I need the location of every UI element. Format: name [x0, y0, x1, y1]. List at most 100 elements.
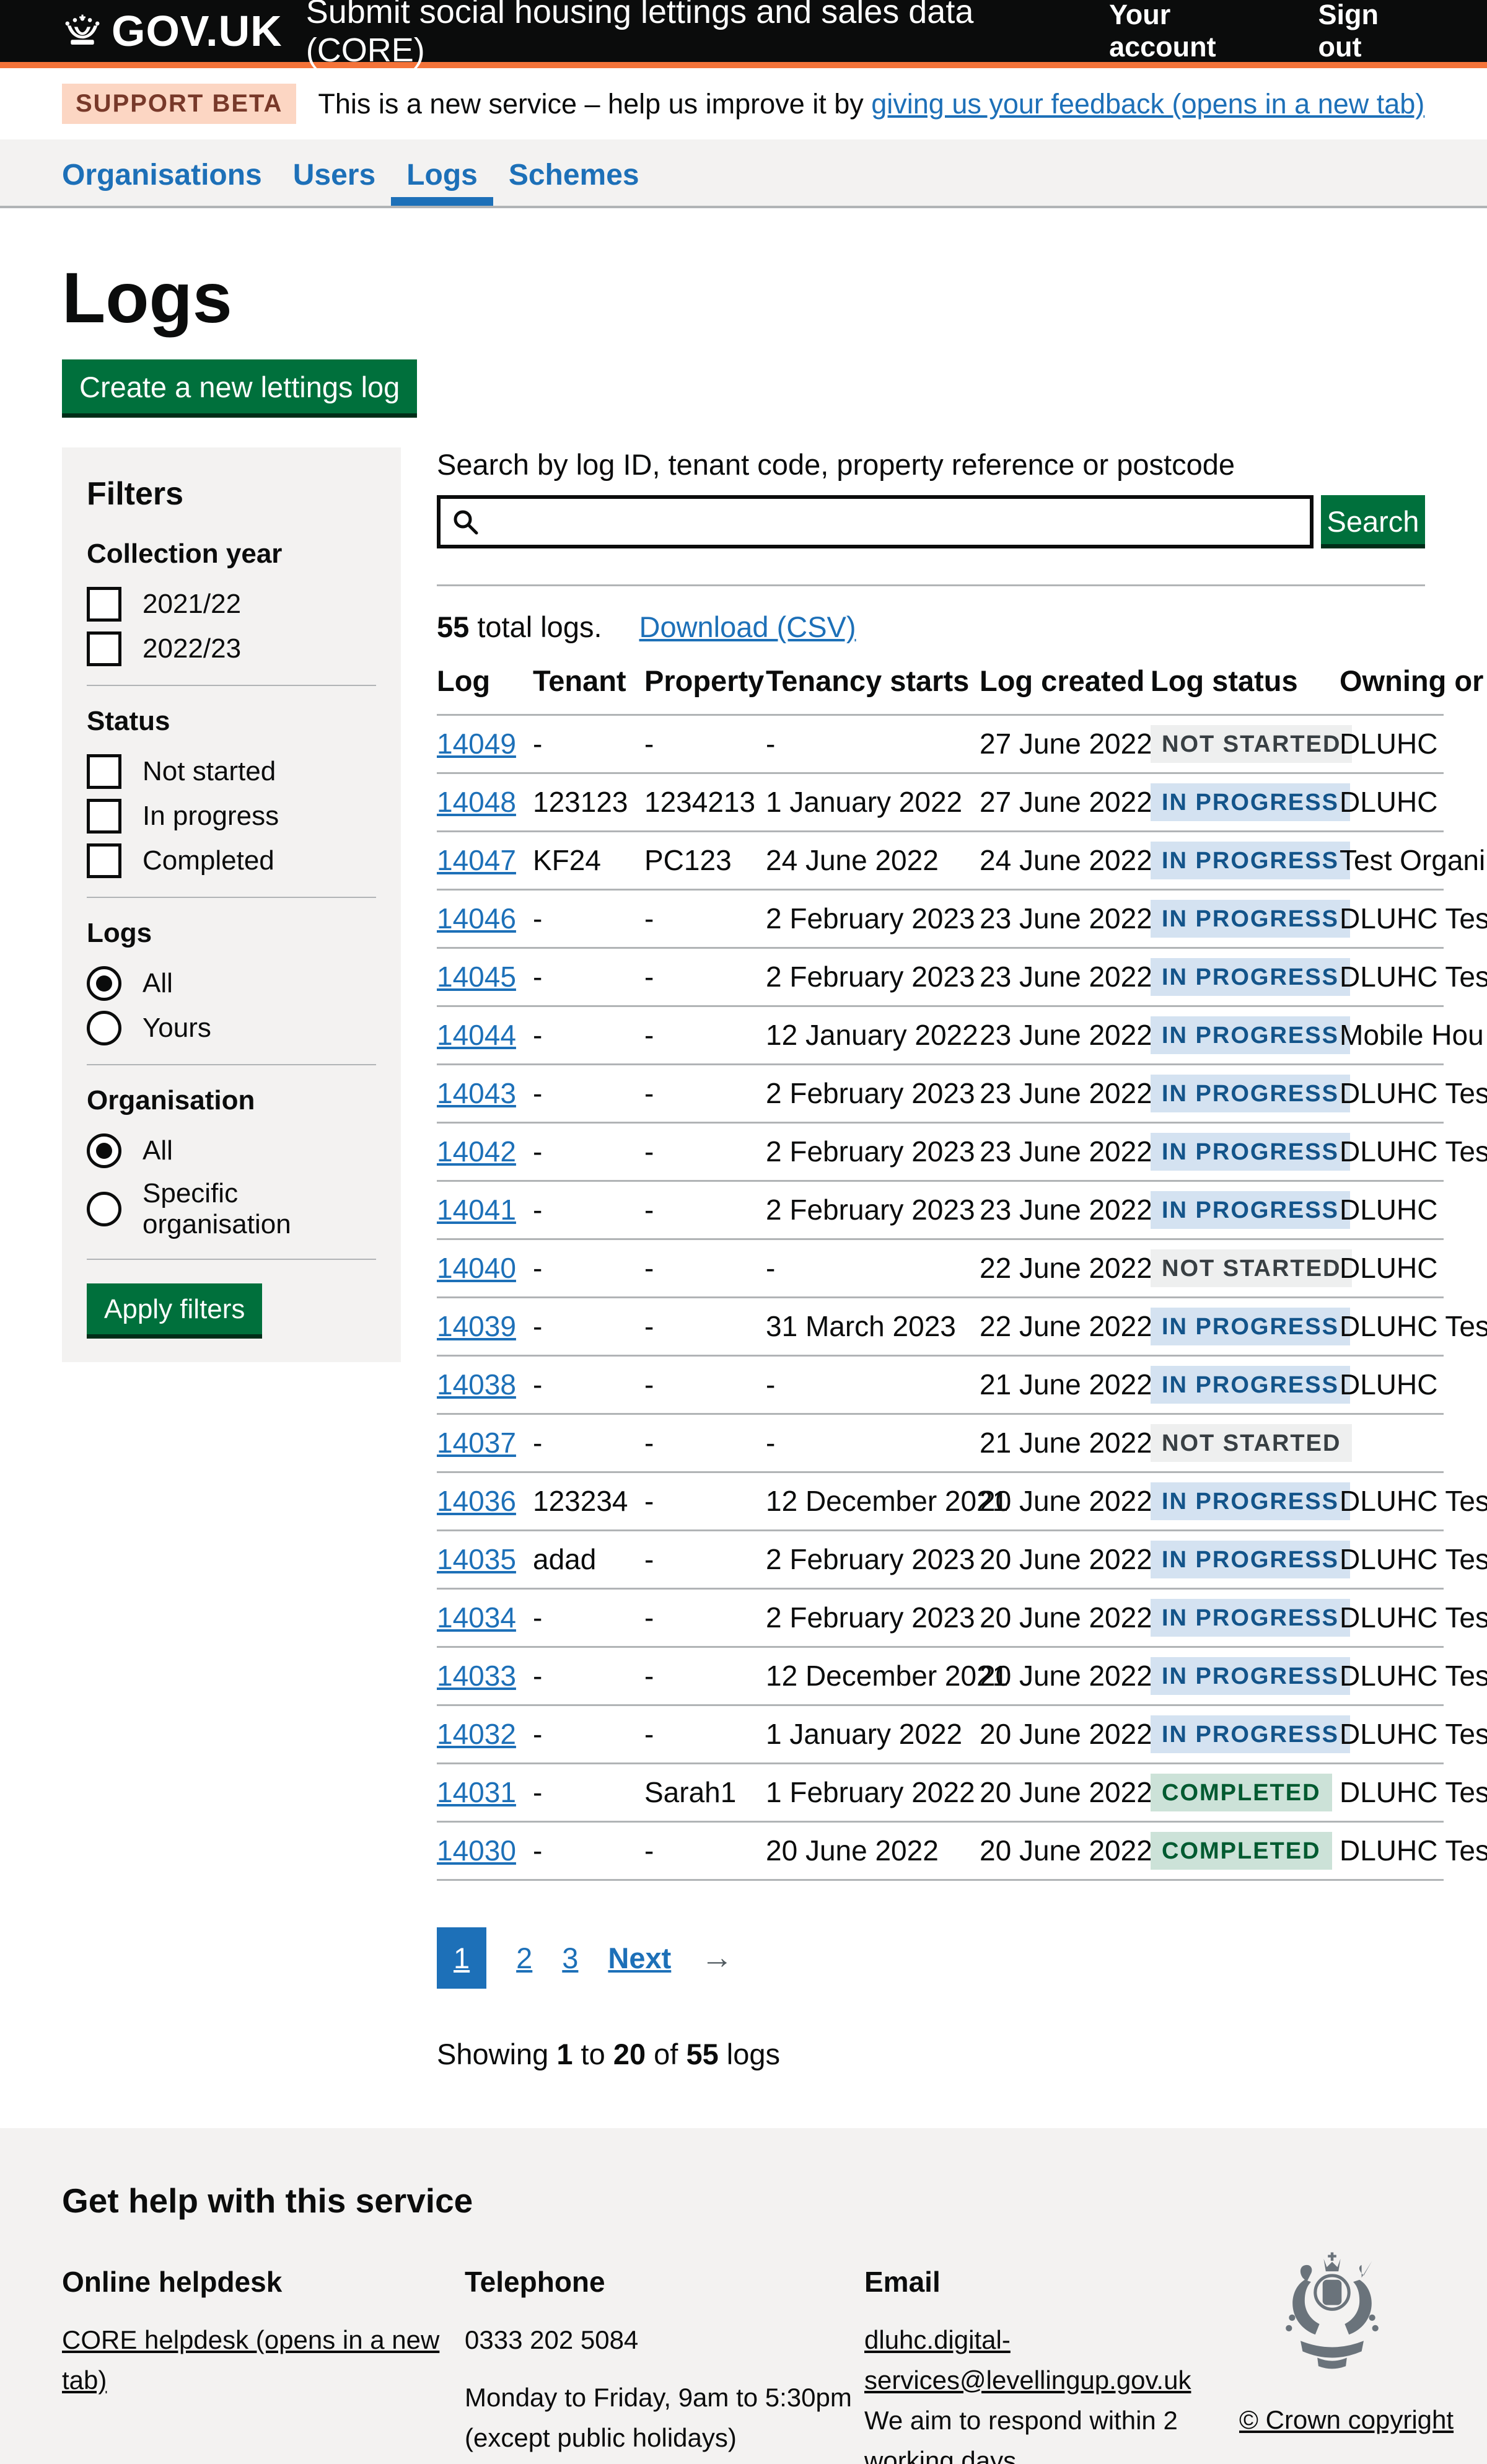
next-page-link[interactable]: Next: [608, 1941, 672, 1974]
table-row: 14039 - - 31 March 2023 22 June 2022 IN …: [437, 1297, 1487, 1357]
download-csv-link[interactable]: Download (CSV): [639, 610, 856, 643]
govuk-logo[interactable]: GOV.UK: [62, 6, 283, 56]
log-id-link[interactable]: 14032: [437, 1718, 516, 1751]
search-input[interactable]: [437, 495, 1314, 548]
checkbox[interactable]: [87, 586, 121, 622]
checkbox-option-completed[interactable]: Completed: [87, 843, 376, 878]
table-row: 14043 - - 2 February 2023 23 June 2022 I…: [437, 1064, 1487, 1124]
core-helpdesk-link[interactable]: CORE helpdesk (opens in a new tab): [62, 2325, 440, 2395]
tab-users[interactable]: Users: [292, 159, 376, 191]
log-id-link[interactable]: 14044: [437, 1019, 516, 1052]
log-id-link[interactable]: 14035: [437, 1543, 516, 1576]
beta-tag: SUPPORT BETA: [62, 84, 297, 124]
cell-owning-org: DLUHC Tes: [1340, 1530, 1487, 1590]
sign-out-link[interactable]: Sign out: [1318, 0, 1379, 63]
create-lettings-log-button[interactable]: Create a new lettings log: [62, 359, 418, 413]
log-id-link[interactable]: 14031: [437, 1776, 516, 1809]
cell-log-created: 23 June 2022: [980, 1006, 1152, 1065]
checkbox[interactable]: [87, 754, 121, 789]
cell-tenant: -: [533, 1647, 644, 1706]
radio-button[interactable]: [87, 966, 121, 1001]
radio-button[interactable]: [87, 1010, 121, 1045]
your-account-link[interactable]: Your account: [1109, 0, 1216, 63]
cell-owning-org: DLUHC Tes: [1340, 1821, 1487, 1881]
cell-tenant: -: [533, 1122, 644, 1182]
log-id-link[interactable]: 14040: [437, 1252, 516, 1285]
log-id-link[interactable]: 14043: [437, 1077, 516, 1110]
filters-heading: Filters: [87, 475, 184, 512]
feedback-link[interactable]: giving us your feedback (opens in a new …: [871, 87, 1425, 120]
cell-property: Sarah1: [644, 1763, 766, 1823]
tab-schemes[interactable]: Schemes: [508, 159, 639, 191]
col-tenant: Tenant: [533, 663, 644, 716]
cell-log-created: 21 June 2022: [980, 1414, 1152, 1473]
radio-option-specific-organisation[interactable]: Specific organisation: [87, 1178, 376, 1240]
page-1-current[interactable]: 1: [437, 1927, 487, 1989]
log-id-link[interactable]: 14033: [437, 1660, 516, 1692]
service-name[interactable]: Submit social housing lettings and sales…: [305, 0, 974, 69]
pagination: 1 2 3 Next →: [437, 1927, 1425, 1989]
cell-tenant: -: [533, 1181, 644, 1240]
cell-log-created: 20 June 2022: [980, 1647, 1152, 1706]
cell-property: -: [644, 1006, 766, 1065]
radio-option-yours[interactable]: Yours: [87, 1010, 376, 1045]
status-badge: IN PROGRESS: [1151, 1540, 1350, 1578]
log-id-link[interactable]: 14038: [437, 1368, 516, 1401]
cell-property: -: [644, 1064, 766, 1124]
cell-property: -: [644, 1530, 766, 1590]
checkbox[interactable]: [87, 843, 121, 878]
checkbox-option-in-progress[interactable]: In progress: [87, 798, 376, 834]
page-3-link[interactable]: 3: [562, 1941, 579, 1974]
cell-owning-org: DLUHC: [1340, 1355, 1444, 1415]
cell-property: -: [644, 1122, 766, 1182]
log-id-link[interactable]: 14046: [437, 902, 516, 935]
col-log-status: Log status: [1151, 663, 1340, 716]
log-id-link[interactable]: 14048: [437, 786, 516, 819]
log-id-link[interactable]: 14049: [437, 728, 516, 760]
cell-log-created: 20 June 2022: [980, 1705, 1152, 1764]
log-id-link[interactable]: 14042: [437, 1135, 516, 1168]
cell-tenancy-starts: 1 February 2022: [766, 1763, 980, 1823]
checkbox-option-not-started[interactable]: Not started: [87, 754, 376, 789]
checkbox[interactable]: [87, 798, 121, 834]
search-button[interactable]: Search: [1321, 495, 1425, 548]
radio-option-all-organisations[interactable]: All: [87, 1133, 376, 1168]
tab-logs[interactable]: Logs: [391, 139, 493, 206]
telephone-hours: Monday to Friday, 9am to 5:30pm: [465, 2382, 852, 2412]
cell-property: -: [644, 1588, 766, 1648]
cell-tenancy-starts: 2 February 2023: [766, 1588, 980, 1648]
cell-owning-org: DLUHC: [1340, 773, 1444, 832]
log-id-link[interactable]: 14030: [437, 1834, 516, 1867]
checkbox-option-2022-23[interactable]: 2022/23: [87, 631, 376, 666]
checkbox[interactable]: [87, 631, 121, 666]
log-id-link[interactable]: 14034: [437, 1601, 516, 1634]
cell-tenant: -: [533, 948, 644, 1007]
crown-copyright-link[interactable]: © Crown copyright: [1239, 2405, 1454, 2434]
cell-tenant: 123123: [533, 773, 644, 832]
divider: [87, 1258, 376, 1260]
col-owning-org: Owning or: [1340, 663, 1483, 716]
primary-nav: Organisations Users Logs Schemes: [0, 139, 1487, 208]
log-id-link[interactable]: 14047: [437, 844, 516, 877]
page-2-link[interactable]: 2: [516, 1941, 533, 1974]
log-id-link[interactable]: 14041: [437, 1194, 516, 1226]
log-id-link[interactable]: 14039: [437, 1310, 516, 1343]
radio-option-all-logs[interactable]: All: [87, 966, 376, 1001]
cell-tenancy-starts: 2 February 2023: [766, 948, 980, 1007]
cell-log-created: 23 June 2022: [980, 1064, 1152, 1124]
radio-button[interactable]: [87, 1133, 121, 1168]
checkbox-option-2021-22[interactable]: 2021/22: [87, 586, 376, 622]
log-id-link[interactable]: 14045: [437, 961, 516, 993]
filter-legend: Organisation: [87, 1085, 255, 1115]
cell-tenancy-starts: 2 February 2023: [766, 1530, 980, 1590]
log-id-link[interactable]: 14036: [437, 1485, 516, 1518]
log-id-link[interactable]: 14037: [437, 1427, 516, 1459]
apply-filters-button[interactable]: Apply filters: [87, 1283, 263, 1334]
table-header-row: Log Tenant Property Tenancy starts Log c…: [437, 663, 1483, 716]
tab-organisations[interactable]: Organisations: [62, 159, 262, 191]
footer-col-online-helpdesk: Online helpdesk CORE helpdesk (opens in …: [62, 2265, 440, 2395]
cell-tenant: 123234: [533, 1472, 644, 1531]
email-link[interactable]: dluhc.digital-services@levellingup.gov.u…: [864, 2325, 1191, 2395]
cell-property: -: [644, 948, 766, 1007]
radio-button[interactable]: [87, 1191, 121, 1226]
